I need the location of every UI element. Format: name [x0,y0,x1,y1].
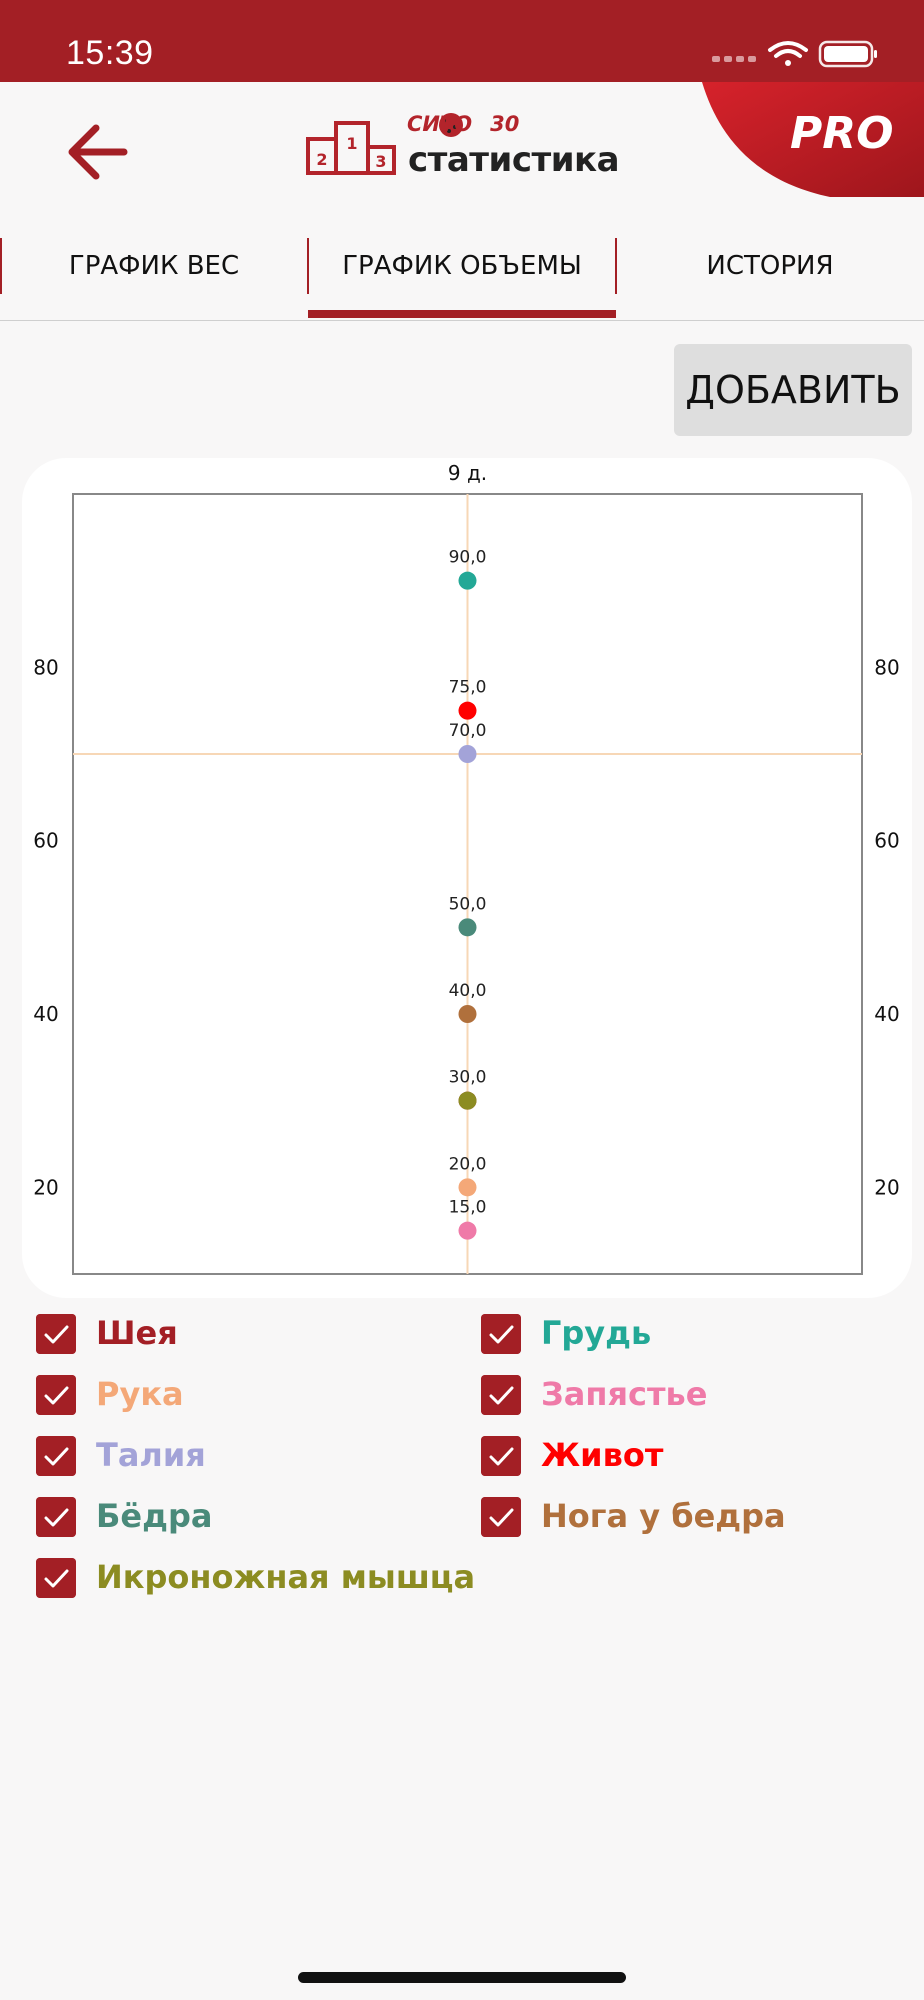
checkbox-checked-icon[interactable] [481,1497,521,1537]
legend-label: Грудь [541,1314,652,1352]
tab-separator [615,238,617,294]
back-arrow-icon[interactable] [60,112,140,192]
data-point [458,571,477,590]
data-label: 70,0 [449,721,487,741]
data-label: 90,0 [449,548,487,568]
data-label: 30,0 [449,1068,487,1088]
checkbox-checked-icon[interactable] [481,1436,521,1476]
data-point [458,1221,477,1240]
tab-weight-chart[interactable]: ГРАФИК ВЕС [68,251,240,281]
legend-label: Запястье [541,1375,708,1413]
home-indicator [298,1972,626,1983]
ladybug-icon [439,113,463,137]
status-time: 15:39 [66,34,154,72]
data-label: 15,0 [449,1198,487,1218]
legend-label: Шея [96,1314,178,1352]
legend-label: Нога у бедра [541,1497,786,1535]
volume-chart: 9 д. 20 20 40 40 60 60 80 80 90,0 75,0 70,0 50,0 40,0… [33,461,900,1275]
tab-history[interactable]: ИСТОРИЯ [706,251,834,281]
y-tick-label-right: 80 [874,655,899,679]
data-point [458,918,477,937]
logo-podium-icon: 2 1 3 [306,113,463,175]
data-point [458,701,477,720]
data-label: 40,0 [449,981,487,1001]
y-tick-label-left: 60 [33,829,58,853]
tab-bar: ГРАФИК ВЕС ГРАФИК ОБЪЕМЫ ИСТОРИЯ [0,232,924,321]
y-tick-label-left: 80 [33,655,58,679]
chart-card: 9 д. 20 20 40 40 60 60 80 80 90,0 75,0 70,0 50,0 40,0… [22,458,912,1298]
logo-sito-text: СИТО 30 [407,112,520,136]
data-point [458,745,477,763]
legend-label: Талия [96,1436,206,1474]
checkbox-checked-icon[interactable] [36,1558,76,1598]
battery-icon [818,40,877,68]
checkbox-checked-icon[interactable] [481,1314,521,1354]
y-tick-label-right: 60 [874,829,899,853]
y-tick-label-right: 40 [874,1002,899,1026]
wifi-icon [768,41,808,66]
checkbox-checked-icon[interactable] [36,1497,76,1537]
checkbox-checked-icon[interactable] [36,1314,76,1354]
cellular-signal-icon [712,56,756,62]
logo-title: статистика [408,140,620,180]
checkbox-checked-icon[interactable] [481,1375,521,1415]
active-tab-indicator [308,310,616,318]
x-tick-label: 9 д. [448,461,487,485]
legend-label: Рука [96,1375,184,1413]
data-point [458,1178,477,1197]
status-icons [712,40,877,68]
svg-text:2: 2 [316,150,327,169]
pro-label[interactable]: PRO [790,108,894,159]
legend-label: Икроножная мышца [96,1558,476,1596]
checkbox-checked-icon[interactable] [36,1375,76,1415]
y-tick-label-left: 20 [33,1175,58,1199]
svg-text:1: 1 [346,134,357,153]
data-point [458,1005,477,1023]
y-tick-label-left: 40 [33,1002,58,1026]
y-tick-label-right: 20 [874,1175,899,1199]
tab-separator [307,238,309,294]
data-label: 75,0 [449,678,487,698]
checkbox-checked-icon[interactable] [36,1436,76,1476]
app-header: 2 1 3 СИТО 30 статистика PRO [0,82,924,232]
data-point [458,1091,477,1110]
data-label: 20,0 [449,1154,487,1174]
data-label: 50,0 [449,894,487,914]
add-button[interactable]: ДОБАВИТЬ [674,344,912,436]
tab-separator [0,238,2,294]
legend-label: Бёдра [96,1497,213,1535]
status-bar: 15:39 [0,0,924,82]
legend-label: Живот [541,1436,664,1474]
svg-text:3: 3 [375,152,386,171]
pro-badge-shape[interactable] [700,82,924,197]
tab-volume-chart[interactable]: ГРАФИК ОБЪЕМЫ [342,251,582,281]
